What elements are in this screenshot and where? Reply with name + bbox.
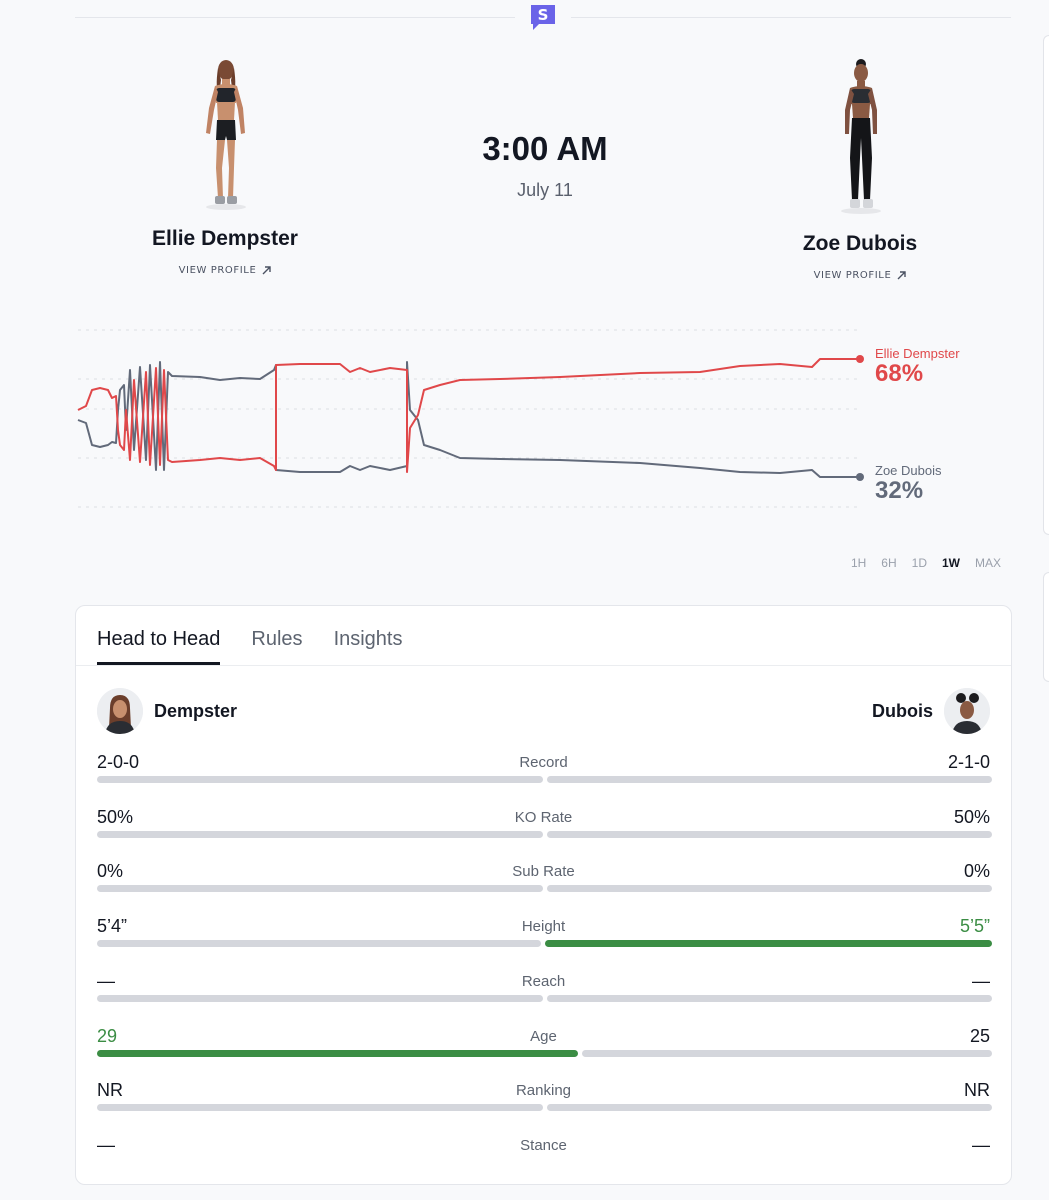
tab-rules[interactable]: Rules (251, 628, 303, 650)
timeframe-1h[interactable]: 1H (850, 556, 867, 570)
timeframe-1d[interactable]: 1D (911, 556, 927, 570)
stat-bar-right (544, 940, 992, 948)
stat-left-value: 29 (97, 1025, 118, 1046)
series-line-dempster (77, 358, 860, 473)
stat-right-value: — (972, 1134, 990, 1155)
stat-right-value: 5’5” (959, 916, 990, 937)
left-fighter-short-name: Dempster (154, 700, 238, 721)
timeframe-selector: 1H 6H 1D 1W MAX (851, 556, 1001, 570)
stat-bar-left (97, 885, 543, 893)
stat-row-ko-rate: 50% KO Rate 50% (97, 806, 992, 847)
odds-chart-svg (77, 329, 864, 508)
stat-row-record: 2-0-0 Record 2-1-0 (97, 752, 992, 792)
stat-right-value: 2-1-0 (947, 752, 990, 772)
stat-row-stance: — Stance — (97, 1135, 990, 1175)
legend-dubois-name: Zoe Dubois (875, 463, 942, 478)
left-fighter-header: Dempster (97, 688, 237, 734)
fighter-left-name: Ellie Dempster (152, 227, 298, 250)
stat-bar-right (546, 885, 992, 893)
stat-label: Record (519, 754, 568, 771)
svg-text:S: S (538, 6, 549, 24)
timeframe-max[interactable]: MAX (974, 556, 1001, 570)
stat-right-value: NR (964, 1080, 990, 1101)
external-link-arrow-icon (262, 266, 272, 275)
side-card-edge (1043, 35, 1049, 535)
view-profile-label: VIEW PROFILE (178, 265, 257, 276)
stat-left-value: 5’4” (97, 916, 128, 937)
series-line-dubois (77, 361, 860, 478)
external-link-arrow-icon (897, 271, 907, 280)
fighter-left: Ellie Dempster VIEW PROFILE (115, 58, 335, 277)
legend-dempster-name: Ellie Dempster (875, 346, 960, 361)
stat-bar-right (546, 994, 992, 1002)
view-profile-right-link[interactable]: VIEW PROFILE (814, 270, 907, 281)
fighter-left-photo (206, 60, 246, 210)
stat-right-value: 0% (963, 861, 990, 882)
series-end-dot-dempster (856, 355, 864, 363)
stat-bar-left (97, 1049, 578, 1057)
stat-right-value: 50% (953, 806, 990, 827)
stat-left-value: — (97, 1134, 115, 1155)
stat-left-value: NR (97, 1080, 123, 1101)
tab-head-to-head[interactable]: Head to Head (97, 628, 221, 665)
stat-right-value: — (972, 970, 990, 991)
stat-label: Reach (521, 972, 566, 990)
fighter-right-photo (841, 59, 881, 214)
stat-left-value: 2-0-0 (97, 752, 140, 772)
stat-row-age: 29 Age 25 (97, 1025, 992, 1066)
avatar (944, 688, 990, 734)
view-profile-label: VIEW PROFILE (813, 270, 892, 281)
stat-row-ranking: NR Ranking NR (97, 1080, 992, 1120)
matchup-header: Dempster Dubois (97, 688, 990, 734)
stat-bar-right (546, 1104, 992, 1112)
legend-dempster-pct: 68% (875, 360, 924, 387)
stat-row-height: 5’4” Height 5’5” (97, 916, 992, 956)
stat-bar-left (97, 940, 541, 948)
view-profile-left-link[interactable]: VIEW PROFILE (179, 265, 272, 276)
stat-label: Height (521, 918, 566, 936)
stat-bar-right (546, 776, 992, 783)
legend-dubois-pct: 32% (875, 477, 924, 504)
stat-label: KO Rate (514, 808, 573, 826)
stat-row-sub-rate: 0% Sub Rate 0% (97, 861, 992, 901)
odds-chart: Ellie Dempster 68% Zoe Dubois 32% (0, 310, 1049, 550)
stat-label: Age (530, 1027, 557, 1045)
head-to-head-card: Head to Head Rules Insights Dempster Dub… (75, 605, 1012, 1185)
stat-bar-right (546, 830, 992, 838)
stat-left-value: 0% (97, 861, 124, 882)
right-fighter-short-name: Dubois (872, 700, 933, 721)
timeframe-6h[interactable]: 6H (881, 556, 897, 570)
avatar (97, 688, 143, 734)
stat-bar-left (97, 830, 543, 838)
stat-label: Sub Rate (512, 863, 575, 881)
event-date: July 11 (517, 180, 573, 200)
fighter-right: Zoe Dubois VIEW PROFILE (750, 58, 970, 282)
divider (571, 17, 1011, 18)
divider (75, 17, 515, 18)
tab-insights[interactable]: Insights (333, 628, 403, 650)
stat-label: Stance (520, 1136, 567, 1154)
fighter-right-name: Zoe Dubois (802, 232, 918, 255)
stat-left-value: 50% (97, 806, 134, 827)
stat-right-value: 25 (969, 1025, 990, 1046)
stat-left-value: — (97, 970, 115, 991)
stat-row-reach: — Reach — (97, 970, 992, 1011)
event-time: 3:00 AM (482, 130, 608, 167)
stat-bar-right (581, 1049, 992, 1057)
stat-bar-left (97, 994, 543, 1002)
right-fighter-header: Dubois (872, 688, 990, 734)
stat-bar-left (97, 776, 543, 783)
stat-bar-left (97, 1104, 543, 1112)
series-end-dot-dubois (856, 473, 864, 481)
timeframe-1w[interactable]: 1W (941, 556, 960, 570)
side-card-edge (1043, 572, 1049, 682)
tab-bar: Head to Head Rules Insights (76, 606, 1011, 666)
brand-logo-icon: S (531, 5, 555, 30)
stat-label: Ranking (515, 1082, 572, 1100)
